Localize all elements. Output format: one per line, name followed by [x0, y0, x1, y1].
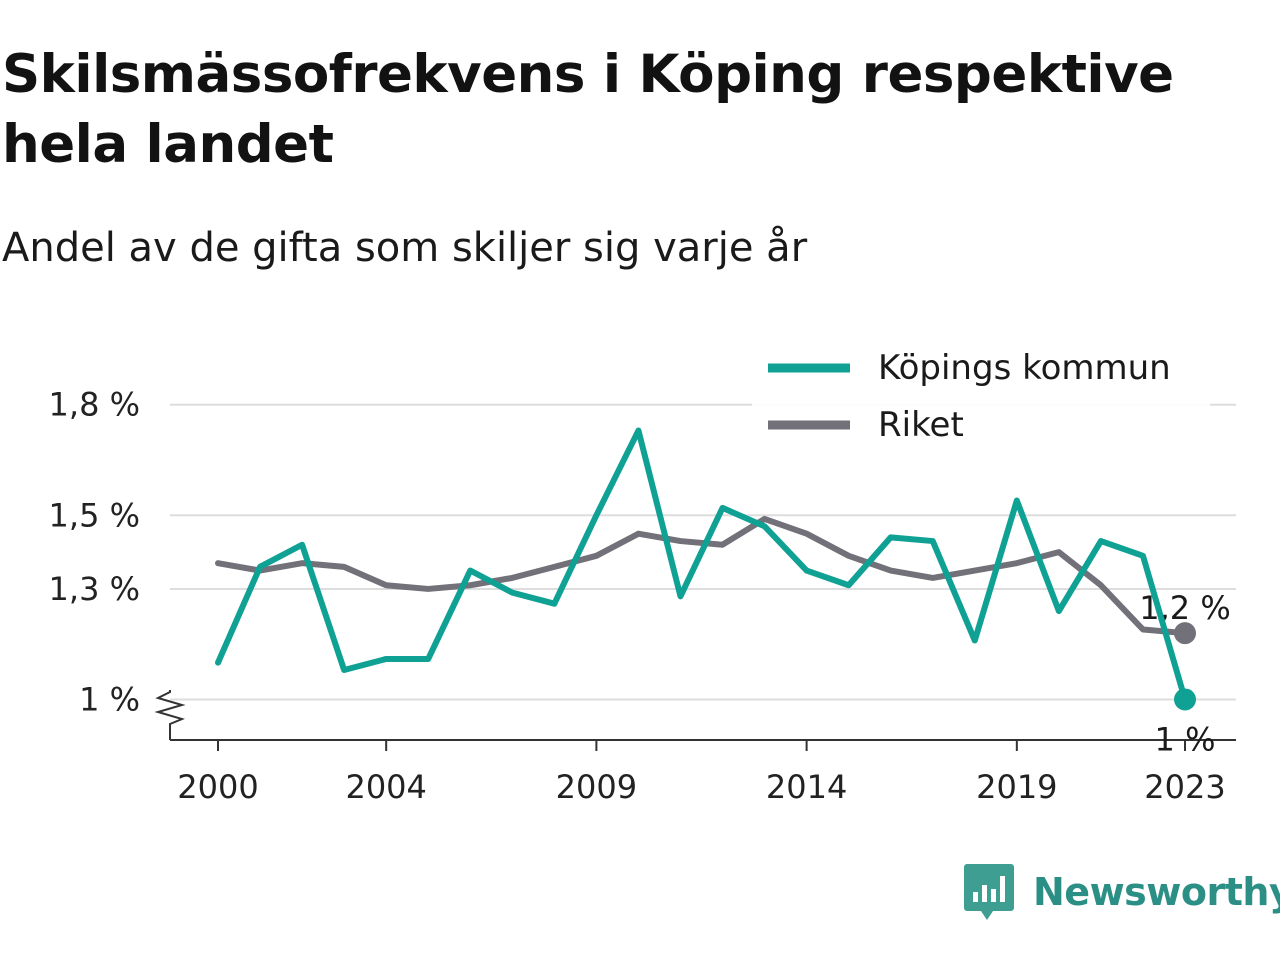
- legend-label: Riket: [878, 405, 964, 445]
- y-tick-label: 1,8 %: [49, 386, 140, 424]
- line-chart: 1 %1,3 %1,5 %1,8 % 2000 2004 2009 2014 2019 2…: [49, 342, 1236, 806]
- series-line-riket: [215, 515, 1188, 637]
- brand-name: Newsworthy: [1033, 870, 1280, 914]
- legend-label: Köpings kommun: [878, 348, 1171, 388]
- series-end-marker-kopings: [1174, 688, 1196, 711]
- x-tick-label: 2004: [345, 768, 426, 806]
- y-tick-label: 1,5 %: [49, 496, 140, 534]
- chart-title: Skilsmässofrekvens i Köping respektive h…: [2, 44, 1174, 175]
- legend: Köpings kommun Riket: [752, 342, 1210, 452]
- series-lines: 1,2 %1 %: [215, 427, 1231, 758]
- y-axis-ticks: 1 % 1,3 % 1,5 % 1,8 %: [49, 386, 140, 719]
- x-axis-ticks: 2000 2004 2009 2014 2019 2023: [177, 740, 1226, 806]
- x-tick-label: 2023: [1144, 768, 1225, 806]
- series-line-kopings: [215, 427, 1188, 703]
- x-tick-label: 2009: [556, 768, 637, 806]
- series-end-marker-riket: [1174, 622, 1196, 645]
- x-tick-label: 2019: [976, 768, 1057, 806]
- x-tick-label: 2014: [766, 768, 847, 806]
- x-axis: [154, 690, 1236, 741]
- y-tick-label: 1,3 %: [49, 570, 140, 608]
- brand-logo: Newsworthy: [963, 862, 1280, 922]
- newsworthy-icon: [964, 864, 1014, 920]
- y-tick-label: 1 %: [79, 680, 140, 718]
- axis-break-icon: [154, 690, 186, 740]
- chart-subtitle: Andel av de gifta som skiljer sig varje …: [2, 225, 808, 271]
- end-value-label-kopings: 1 %: [1155, 720, 1216, 758]
- x-tick-label: 2000: [177, 768, 258, 806]
- legend-background: [752, 342, 1210, 452]
